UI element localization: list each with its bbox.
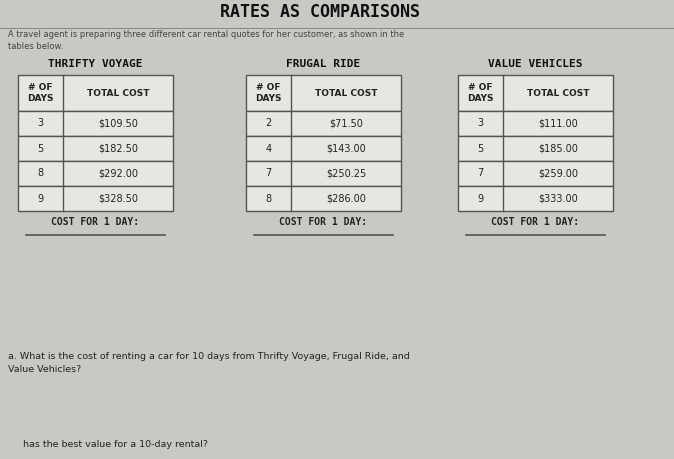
- Text: $182.50: $182.50: [98, 144, 138, 153]
- Text: COST FOR 1 DAY:: COST FOR 1 DAY:: [51, 217, 140, 227]
- Text: $333.00: $333.00: [538, 194, 578, 203]
- Text: 5: 5: [477, 144, 484, 153]
- Text: THRIFTY VOYAGE: THRIFTY VOYAGE: [49, 59, 143, 69]
- Text: has the best value for a 10-day rental?: has the best value for a 10-day rental?: [8, 440, 208, 449]
- Text: COST FOR 1 DAY:: COST FOR 1 DAY:: [491, 217, 580, 227]
- Text: $185.00: $185.00: [538, 144, 578, 153]
- Bar: [458, 161, 613, 186]
- Text: FRUGAL RIDE: FRUGAL RIDE: [286, 59, 361, 69]
- Text: 3: 3: [477, 118, 483, 129]
- Text: 4: 4: [266, 144, 272, 153]
- Bar: [18, 161, 173, 186]
- Bar: [18, 186, 173, 211]
- Bar: [246, 111, 401, 136]
- Text: 8: 8: [266, 194, 272, 203]
- Text: 9: 9: [38, 194, 44, 203]
- Bar: [18, 111, 173, 136]
- Text: $250.25: $250.25: [326, 168, 366, 179]
- Bar: [246, 75, 401, 111]
- Text: A travel agent is preparing three different car rental quotes for her customer, : A travel agent is preparing three differ…: [8, 30, 404, 51]
- Text: $328.50: $328.50: [98, 194, 138, 203]
- Text: $109.50: $109.50: [98, 118, 138, 129]
- Bar: [458, 186, 613, 211]
- Text: 2: 2: [266, 118, 272, 129]
- Bar: [458, 136, 613, 161]
- Bar: [18, 136, 173, 161]
- Text: COST FOR 1 DAY:: COST FOR 1 DAY:: [280, 217, 367, 227]
- Text: 5: 5: [37, 144, 44, 153]
- Text: VALUE VEHICLES: VALUE VEHICLES: [488, 59, 583, 69]
- Text: $286.00: $286.00: [326, 194, 366, 203]
- Bar: [246, 161, 401, 186]
- Text: 7: 7: [477, 168, 484, 179]
- Text: TOTAL COST: TOTAL COST: [87, 89, 149, 97]
- Bar: [246, 186, 401, 211]
- Text: $111.00: $111.00: [538, 118, 578, 129]
- Bar: [458, 111, 613, 136]
- Text: RATES AS COMPARISONS: RATES AS COMPARISONS: [220, 3, 420, 21]
- Bar: [246, 136, 401, 161]
- Bar: [18, 75, 173, 111]
- Text: 9: 9: [477, 194, 483, 203]
- Bar: [458, 75, 613, 111]
- Text: $259.00: $259.00: [538, 168, 578, 179]
- Text: # OF
DAYS: # OF DAYS: [255, 83, 282, 103]
- Text: $143.00: $143.00: [326, 144, 366, 153]
- Text: TOTAL COST: TOTAL COST: [527, 89, 589, 97]
- Text: TOTAL COST: TOTAL COST: [315, 89, 377, 97]
- Text: 8: 8: [38, 168, 44, 179]
- Text: # OF
DAYS: # OF DAYS: [27, 83, 54, 103]
- Text: a. What is the cost of renting a car for 10 days from Thrifty Voyage, Frugal Rid: a. What is the cost of renting a car for…: [8, 352, 410, 374]
- Text: 7: 7: [266, 168, 272, 179]
- Text: # OF
DAYS: # OF DAYS: [467, 83, 494, 103]
- Text: 3: 3: [38, 118, 44, 129]
- Text: $71.50: $71.50: [329, 118, 363, 129]
- Text: $292.00: $292.00: [98, 168, 138, 179]
